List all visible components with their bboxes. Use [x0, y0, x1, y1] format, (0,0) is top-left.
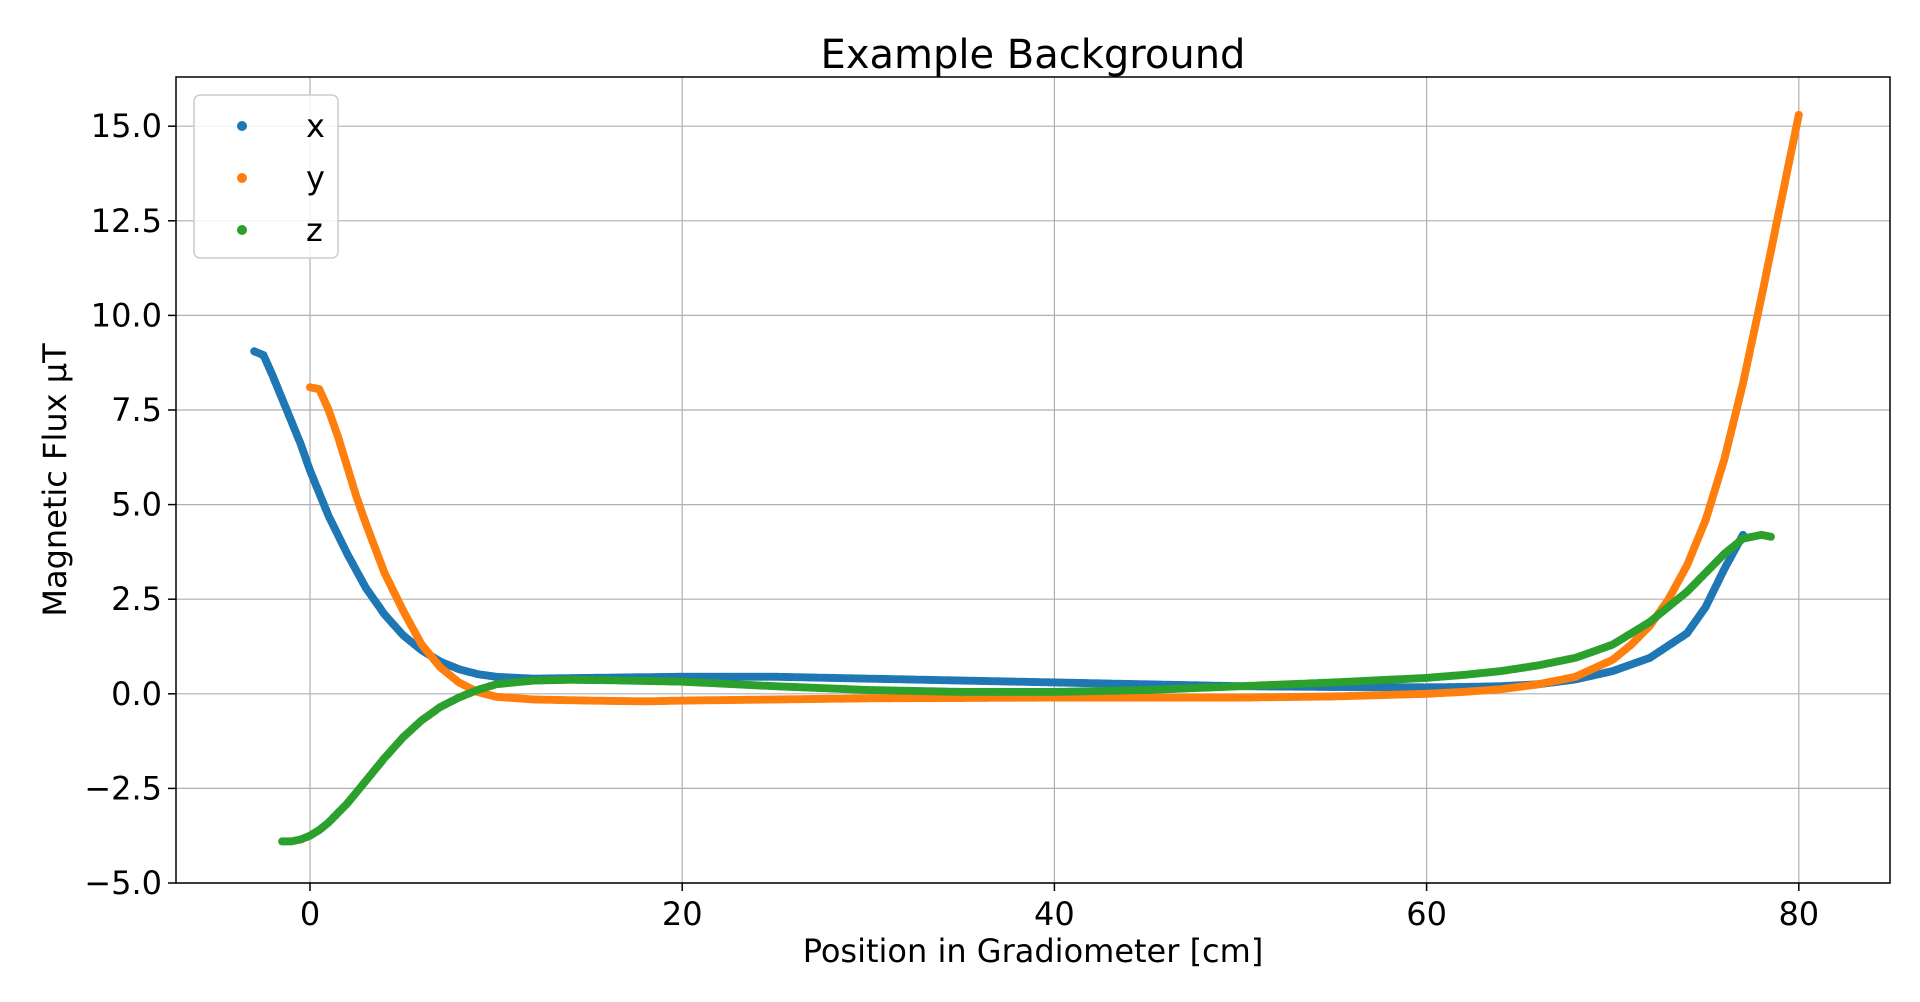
y-tick-label: −2.5	[84, 769, 162, 807]
x-tick-label: 0	[300, 895, 320, 933]
y-tick-label: 10.0	[91, 296, 162, 334]
legend-label-x: x	[306, 107, 325, 145]
chart-title: Example Background	[821, 32, 1246, 78]
y-tick-label: 0.0	[111, 675, 162, 713]
y-axis-label: Magnetic Flux μT	[36, 343, 74, 617]
y-axis-ticks: −5.0 −2.5 0.0 2.5 5.0 7.5 10.0 12.5 15.0	[84, 107, 176, 902]
x-tick-label: 20	[662, 895, 703, 933]
x-tick-label: 60	[1406, 895, 1447, 933]
data-point-y	[1794, 110, 1803, 119]
grid-lines	[176, 77, 1890, 884]
legend-box	[193, 94, 339, 259]
legend-label-z: z	[306, 211, 323, 249]
y-tick-label: 15.0	[91, 107, 162, 145]
x-tick-label: 80	[1778, 895, 1819, 933]
series-z	[278, 530, 1775, 846]
y-tick-label: −5.0	[84, 864, 162, 902]
legend-marker-y	[237, 173, 247, 183]
x-axis-ticks: 0 20 40 60 80	[300, 883, 1819, 933]
y-tick-label: 7.5	[111, 391, 162, 429]
y-tick-label: 2.5	[111, 580, 162, 618]
data-point-z	[1766, 532, 1775, 541]
plot-points	[250, 110, 1803, 846]
legend: xyz	[193, 94, 339, 259]
plot-frame	[175, 76, 1891, 884]
y-tick-label: 12.5	[91, 202, 162, 240]
y-tick-label: 5.0	[111, 486, 162, 524]
series-x	[250, 347, 1747, 692]
legend-label-y: y	[306, 159, 325, 197]
legend-marker-z	[237, 225, 247, 235]
legend-marker-x	[237, 121, 247, 131]
x-axis-label: Position in Gradiometer [cm]	[803, 932, 1264, 970]
x-tick-label: 40	[1034, 895, 1075, 933]
